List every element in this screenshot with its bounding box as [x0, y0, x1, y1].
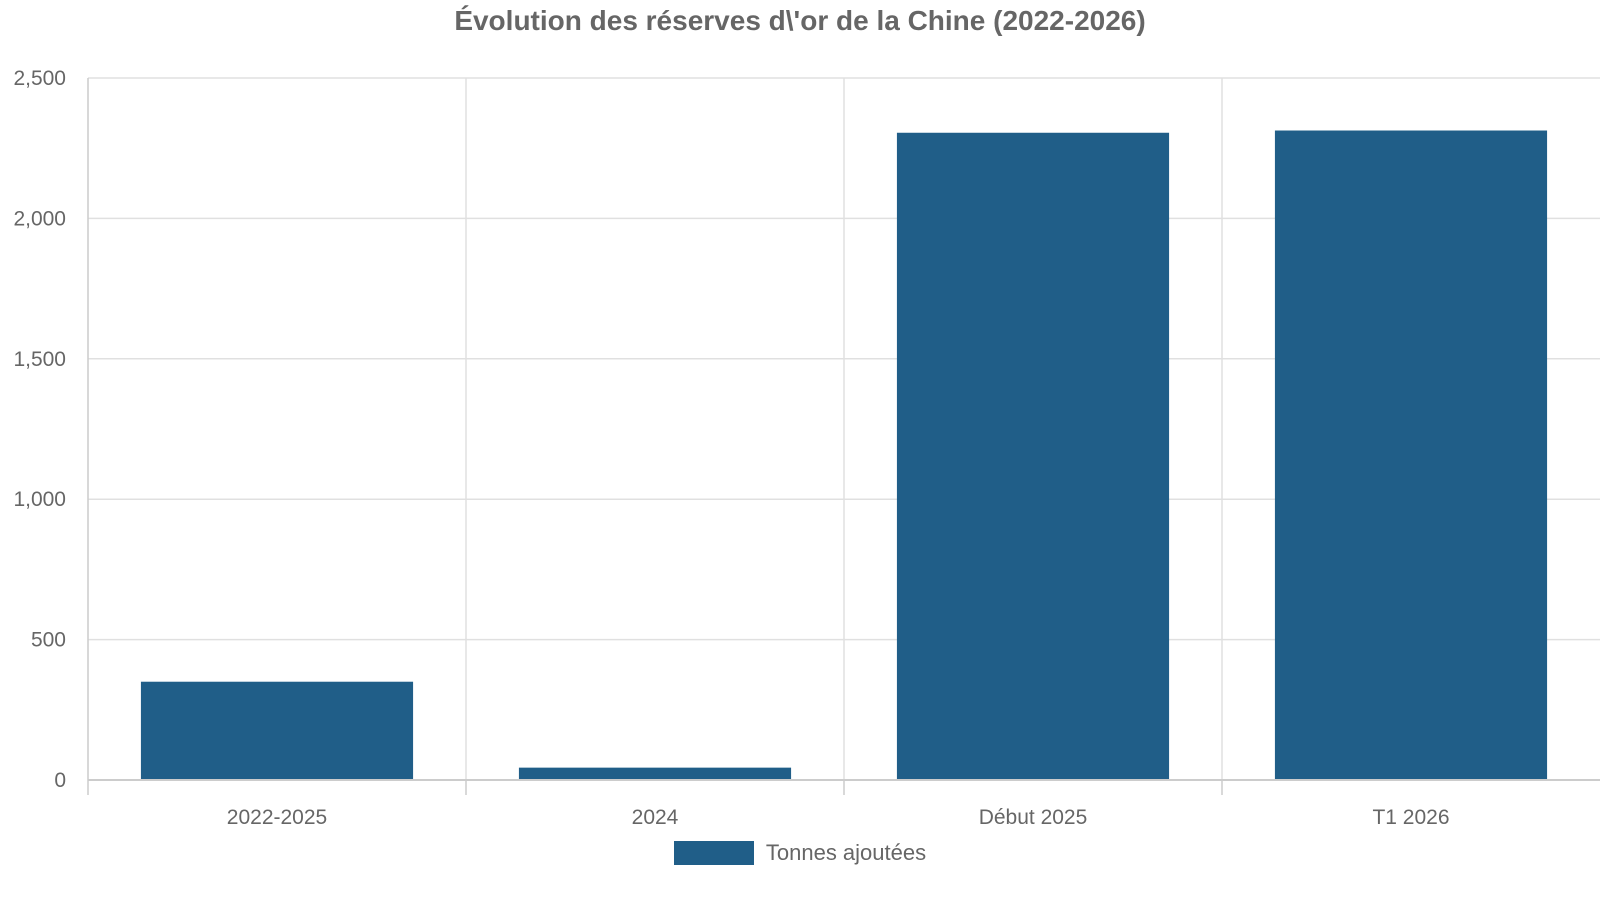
bars: [140, 130, 1548, 781]
y-tick-label: 2,000: [13, 207, 66, 230]
y-tick-label: 500: [31, 629, 66, 652]
legend: Tonnes ajoutées: [0, 840, 1600, 866]
axes: [87, 78, 1600, 795]
chart-title: Évolution des réserves d\'or de la Chine…: [454, 5, 1146, 36]
x-tick-label: T1 2026: [1372, 806, 1449, 829]
bar: [140, 681, 414, 780]
bar-chart: 0 500 1,000 1,500 2,000 2,500 2022-2025 2024 Dé…: [13, 67, 1600, 829]
y-tick-label: 0: [54, 769, 66, 792]
x-tick-label: Début 2025: [979, 806, 1088, 829]
x-tick-label: 2022-2025: [227, 806, 327, 829]
x-tick-label: 2024: [632, 806, 679, 829]
grid-lines: [88, 77, 1600, 780]
y-tick-label: 1,000: [13, 488, 66, 511]
y-tick-labels: 0 500 1,000 1,500 2,000 2,500: [13, 67, 66, 792]
legend-label: Tonnes ajoutées: [765, 840, 927, 865]
legend-swatch: [673, 841, 754, 865]
bar: [1274, 130, 1548, 781]
bar: [518, 767, 792, 780]
x-tick-labels: 2022-2025 2024 Début 2025 T1 2026: [227, 806, 1450, 829]
bar: [896, 132, 1170, 781]
y-tick-label: 2,500: [13, 67, 66, 90]
y-tick-label: 1,500: [13, 348, 66, 371]
